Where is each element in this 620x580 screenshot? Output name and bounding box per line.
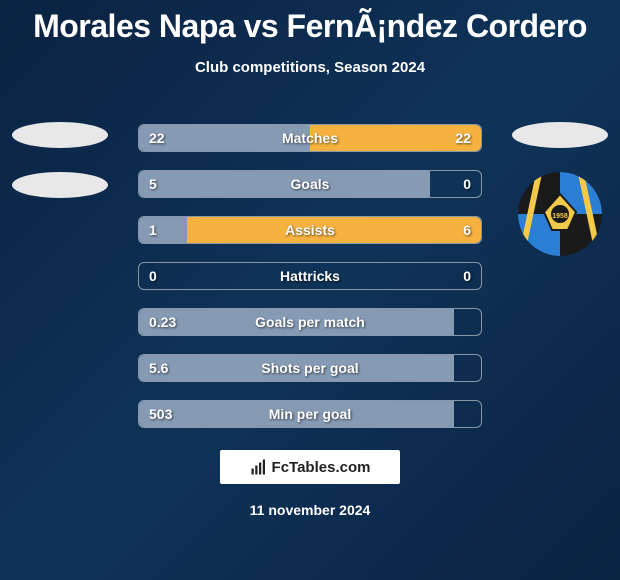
stats-container: 22 Matches 22 5 Goals 0 1 Assists 6 0 Hattricks 0 0.… [138,124,482,428]
stat-value-right: 0 [463,268,471,284]
stat-value-left: 22 [149,130,165,146]
branding-text: FcTables.com [272,459,371,476]
branding-badge: FcTables.com [220,450,400,484]
stat-value-right: 6 [463,222,471,238]
player-placeholder-icon [512,122,608,148]
stat-value-right: 0 [463,176,471,192]
stat-row: 0 Hattricks 0 [138,262,482,290]
stat-row: 0.23 Goals per match [138,308,482,336]
stat-fill-left [139,217,187,243]
stat-row: 503 Min per goal [138,400,482,428]
date-text: 11 november 2024 [0,502,620,518]
stat-label: Goals [291,176,330,192]
stat-label: Assists [285,222,335,238]
chart-icon [250,458,268,476]
stat-label: Goals per match [255,314,365,330]
stat-row: 22 Matches 22 [138,124,482,152]
stat-value-left: 5.6 [149,360,168,376]
svg-text:1958: 1958 [552,213,568,220]
stat-value-left: 0.23 [149,314,176,330]
stat-label: Hattricks [280,268,340,284]
stat-value-right: 22 [455,130,471,146]
right-player-logos: 1958 [510,122,610,256]
left-player-logos [10,122,110,198]
stat-label: Min per goal [269,406,351,422]
stat-row: 1 Assists 6 [138,216,482,244]
stat-label: Matches [282,130,338,146]
stat-value-left: 503 [149,406,172,422]
stat-value-left: 5 [149,176,157,192]
stat-value-left: 1 [149,222,157,238]
stat-label: Shots per goal [261,360,358,376]
club-placeholder-icon [12,172,108,198]
subtitle: Club competitions, Season 2024 [0,59,620,76]
player-placeholder-icon [12,122,108,148]
stat-fill-left [139,171,430,197]
stat-row: 5.6 Shots per goal [138,354,482,382]
page-title: Morales Napa vs FernÃ¡ndez Cordero [0,0,620,45]
stat-row: 5 Goals 0 [138,170,482,198]
stat-value-left: 0 [149,268,157,284]
club-badge-icon: 1958 [518,172,602,256]
